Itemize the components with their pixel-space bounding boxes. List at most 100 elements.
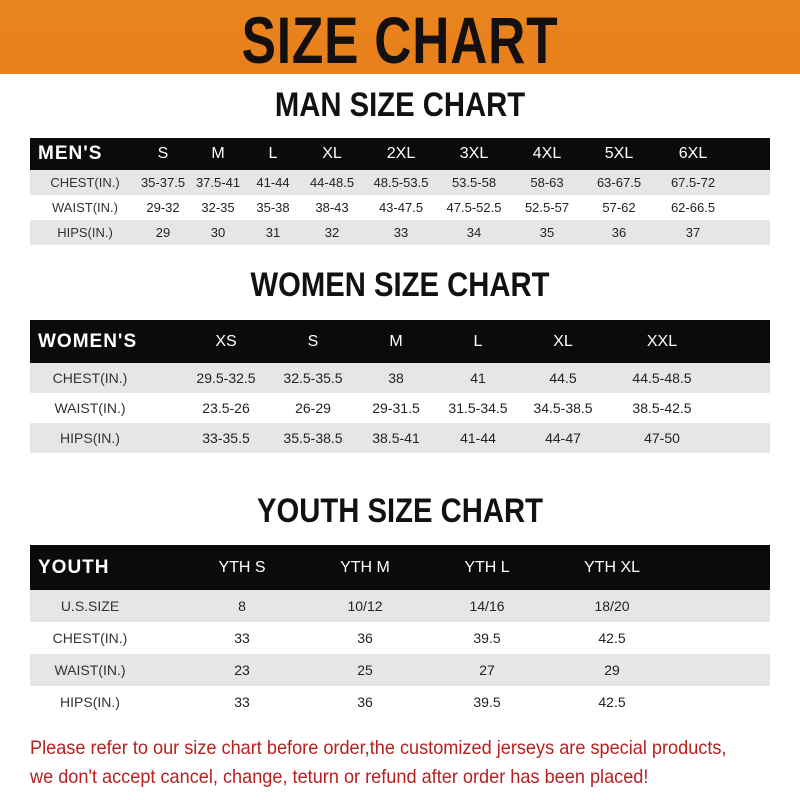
measurement-value: 14/16 [469, 598, 505, 614]
measurement-value: 37 [685, 225, 701, 240]
measurement-value: 39.5 [473, 694, 501, 710]
measurement-label: WAIST(IN.) [54, 400, 126, 416]
measurement-value: 44-48.5 [309, 175, 355, 190]
measurement-value: 27 [479, 662, 495, 678]
measurement-value: 33 [234, 630, 250, 646]
measurement-value: 38 [388, 370, 404, 386]
women-table-label: WOMEN'S [38, 330, 138, 352]
measurement-value: 37.5-41 [195, 175, 241, 190]
size-chart-banner: SIZE CHART [0, 0, 800, 77]
size-header: YTH XL [583, 558, 641, 576]
table-row: HIPS(IN.) 29 30 31 32 33 34 35 36 37 [30, 220, 770, 245]
table-row: CHEST(IN.) 29.5-32.5 32.5-35.5 38 41 44.5 44.5… [30, 363, 770, 393]
measurement-value: 26-29 [295, 400, 331, 416]
table-row: HIPS(IN.) 33 36 39.5 42.5 [30, 686, 770, 718]
size-header: 3XL [459, 145, 489, 162]
measurement-value: 23.5-26 [202, 400, 250, 416]
measurement-value: 53.5-58 [451, 175, 497, 190]
size-header: YTH L [464, 558, 510, 576]
measurement-value: 10/12 [347, 598, 383, 614]
measurement-value: 23 [234, 662, 250, 678]
table-row: WAIST(IN.) 29-32 32-35 35-38 38-43 43-47.5 47.… [30, 195, 770, 220]
measurement-value: 32-35 [201, 200, 235, 215]
measurement-value: 52.5-57 [524, 200, 570, 215]
size-header: XXL [646, 332, 678, 350]
table-row: CHEST(IN.) 33 36 39.5 42.5 [30, 622, 770, 654]
measurement-value: 8 [238, 598, 246, 614]
measurement-value: 25 [357, 662, 373, 678]
measurement-value: 29 [604, 662, 620, 678]
size-header: YTH M [340, 558, 390, 576]
youth-table-label: YOUTH [38, 556, 110, 578]
measurement-value: 33 [393, 225, 409, 240]
measurement-value: 38.5-42.5 [632, 400, 692, 416]
notice-line-2: we don't accept cancel, change, teturn o… [30, 766, 649, 788]
measurement-value: 32 [324, 225, 340, 240]
measurement-value: 42.5 [598, 630, 626, 646]
measurement-value: 35-37.5 [140, 175, 186, 190]
youth-header-row: YOUTH YTH S YTH M YTH L YTH XL [30, 545, 770, 590]
measurement-value: 58-63 [530, 175, 564, 190]
measurement-value: 41-44 [256, 175, 290, 190]
measurement-value: 29-31.5 [372, 400, 420, 416]
youth-section-title: YOUTH SIZE CHART [257, 492, 543, 530]
measurement-value: 35 [539, 225, 555, 240]
measurement-value: 29.5-32.5 [196, 370, 256, 386]
measurement-value: 41 [470, 370, 486, 386]
measurement-value: 32.5-35.5 [283, 370, 343, 386]
measurement-value: 31 [265, 225, 281, 240]
measurement-label: CHEST(IN.) [52, 630, 128, 646]
table-row: WAIST(IN.) 23 25 27 29 [30, 654, 770, 686]
size-header: 2XL [386, 145, 416, 162]
measurement-label: HIPS(IN.) [60, 430, 120, 446]
measurement-value: 29-32 [146, 200, 180, 215]
size-header: L [473, 332, 483, 350]
measurement-value: 43-47.5 [378, 200, 424, 215]
men-section-title: MAN SIZE CHART [274, 86, 526, 124]
measurement-value: 36 [611, 225, 627, 240]
size-header: L [268, 145, 278, 162]
measurement-value: 29 [155, 225, 171, 240]
measurement-value: 44-47 [545, 430, 581, 446]
notice-line-1: Please refer to our size chart before or… [30, 737, 727, 759]
measurement-label: HIPS(IN.) [57, 225, 113, 240]
measurement-value: 36 [357, 630, 373, 646]
size-header: 6XL [678, 145, 708, 162]
men-table-label: MEN'S [38, 143, 103, 164]
measurement-value: 34 [466, 225, 482, 240]
measurement-value: 67.5-72 [670, 175, 716, 190]
measurement-value: 36 [357, 694, 373, 710]
table-row: WAIST(IN.) 23.5-26 26-29 29-31.5 31.5-34.5 34… [30, 393, 770, 423]
table-row: U.S.SIZE 8 10/12 14/16 18/20 [30, 590, 770, 622]
measurement-value: 35.5-38.5 [283, 430, 343, 446]
measurement-value: 18/20 [594, 598, 630, 614]
measurement-label: WAIST(IN.) [54, 662, 126, 678]
measurement-value: 39.5 [473, 630, 501, 646]
order-notice: Please refer to our size chart before or… [30, 734, 737, 792]
banner-title: SIZE CHART [241, 3, 559, 77]
table-row: CHEST(IN.) 35-37.5 37.5-41 41-44 44-48.5 48.5… [30, 170, 770, 195]
size-header: 4XL [532, 145, 562, 162]
women-header-row: WOMEN'S XS S M L XL XXL [30, 320, 770, 363]
measurement-value: 33-35.5 [202, 430, 250, 446]
measurement-value: 62-66.5 [670, 200, 716, 215]
measurement-value: 63-67.5 [596, 175, 642, 190]
measurement-value: 38-43 [315, 200, 349, 215]
measurement-value: 42.5 [598, 694, 626, 710]
size-header: YTH S [218, 558, 266, 576]
size-header: XL [553, 332, 573, 350]
measurement-value: 57-62 [602, 200, 636, 215]
size-header: XL [322, 145, 342, 162]
measurement-value: 48.5-53.5 [373, 175, 429, 190]
measurement-label: CHEST(IN.) [52, 370, 128, 386]
measurement-value: 47.5-52.5 [446, 200, 502, 215]
size-header: 5XL [604, 145, 634, 162]
measurement-value: 41-44 [460, 430, 496, 446]
measurement-value: 30 [210, 225, 226, 240]
measurement-label: WAIST(IN.) [52, 200, 118, 215]
measurement-value: 33 [234, 694, 250, 710]
table-row: HIPS(IN.) 33-35.5 35.5-38.5 38.5-41 41-44 44-… [30, 423, 770, 453]
measurement-value: 34.5-38.5 [533, 400, 593, 416]
measurement-label: U.S.SIZE [60, 598, 120, 614]
measurement-value: 44.5-48.5 [632, 370, 692, 386]
